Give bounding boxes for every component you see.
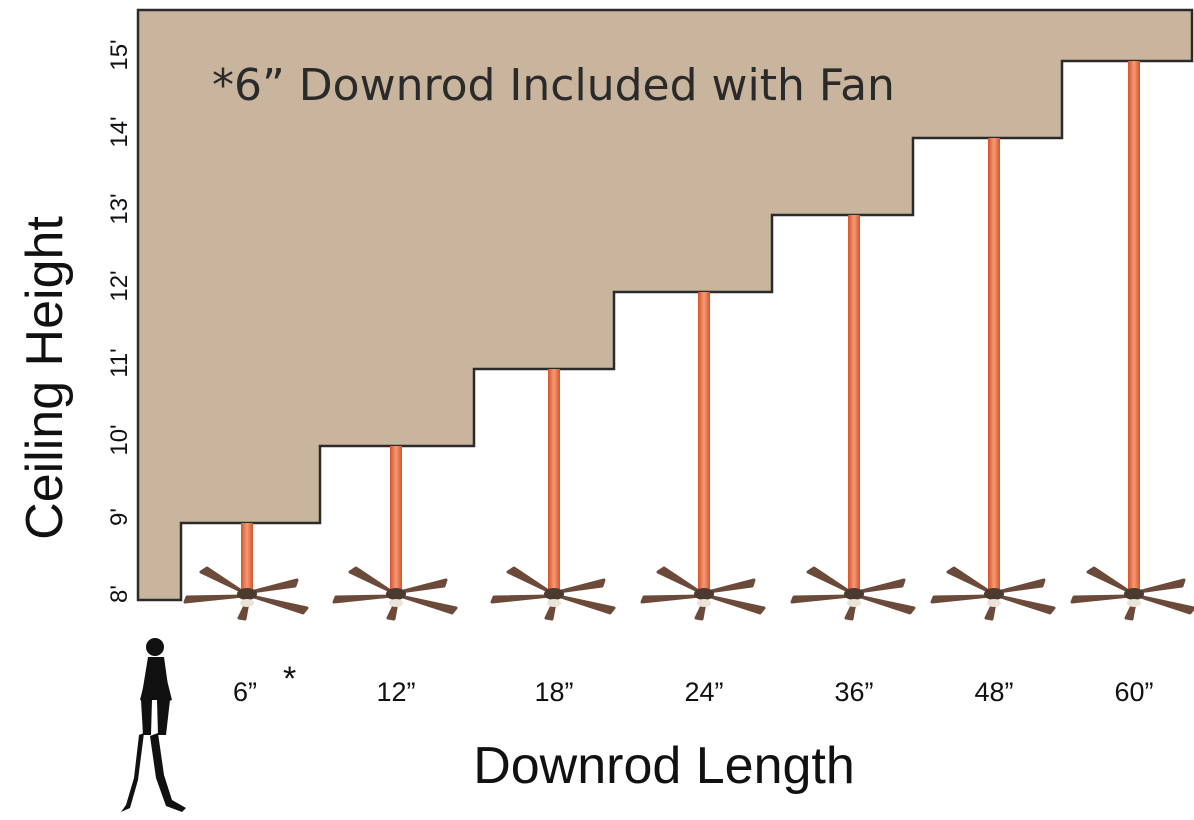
downrod-column: [640, 292, 766, 621]
downrod-bar: [848, 215, 860, 592]
ceiling-height-ticks: 8' 9' 10' 11' 12' 13' 14' 15': [106, 39, 133, 603]
downrod-length-label: 12”: [376, 677, 415, 707]
downrod-column: [490, 369, 616, 621]
ceiling-fan-icon: [490, 566, 616, 621]
downrod-bar: [698, 292, 710, 592]
ceiling-tick-label: 10': [106, 424, 133, 455]
ceiling-staircase: [136, 8, 1194, 602]
ceiling-tick-label: 14': [106, 116, 133, 147]
ceiling-tick-label: 15': [106, 39, 133, 70]
ceiling-fan-icon: [183, 566, 309, 621]
ceiling-tick-label: 13': [106, 193, 133, 224]
x-axis-title: Downrod Length: [473, 737, 855, 795]
ceiling-fan-icon: [640, 566, 766, 621]
downrod-bar: [548, 369, 560, 592]
downrod-length-label: 6”: [233, 677, 257, 707]
downrod-column: [930, 138, 1056, 621]
downrod-column: [790, 215, 916, 621]
ceiling-fan-icon: [790, 566, 916, 621]
downrod-bar: [390, 446, 402, 592]
downrod-bar: [988, 138, 1000, 592]
ceiling-fan-icon: [930, 566, 1056, 621]
ceiling-tick-label: 12': [106, 270, 133, 301]
downrod-length-label: 18”: [534, 677, 573, 707]
downrod-column: [183, 523, 309, 621]
ceiling-fan-icon: [1070, 566, 1194, 621]
downrod-length-label: 60”: [1114, 677, 1153, 707]
downrod-columns: [183, 61, 1194, 621]
downrod-column: [1070, 61, 1194, 621]
downrod-length-label: 36”: [834, 677, 873, 707]
downrod-length-label: 48”: [974, 677, 1013, 707]
ceiling-tick-label: 9': [106, 508, 133, 526]
downrod-bar: [241, 523, 253, 592]
included-marker: *: [283, 660, 296, 698]
y-axis-title: Ceiling Height: [16, 216, 74, 540]
downrod-bar: [1128, 61, 1140, 592]
downrod-column: [332, 446, 458, 621]
ceiling-tick-label: 8': [106, 585, 133, 603]
ceiling-tick-label: 11': [106, 348, 133, 378]
downrod-length-labels: 6” * 12” 18” 24” 36” 48” 60”: [233, 660, 1154, 707]
downrod-length-label: 24”: [684, 677, 723, 707]
walking-person-icon: [121, 638, 186, 812]
included-note: *6” Downrod Included with Fan: [212, 60, 895, 111]
ceiling-fan-icon: [332, 566, 458, 621]
